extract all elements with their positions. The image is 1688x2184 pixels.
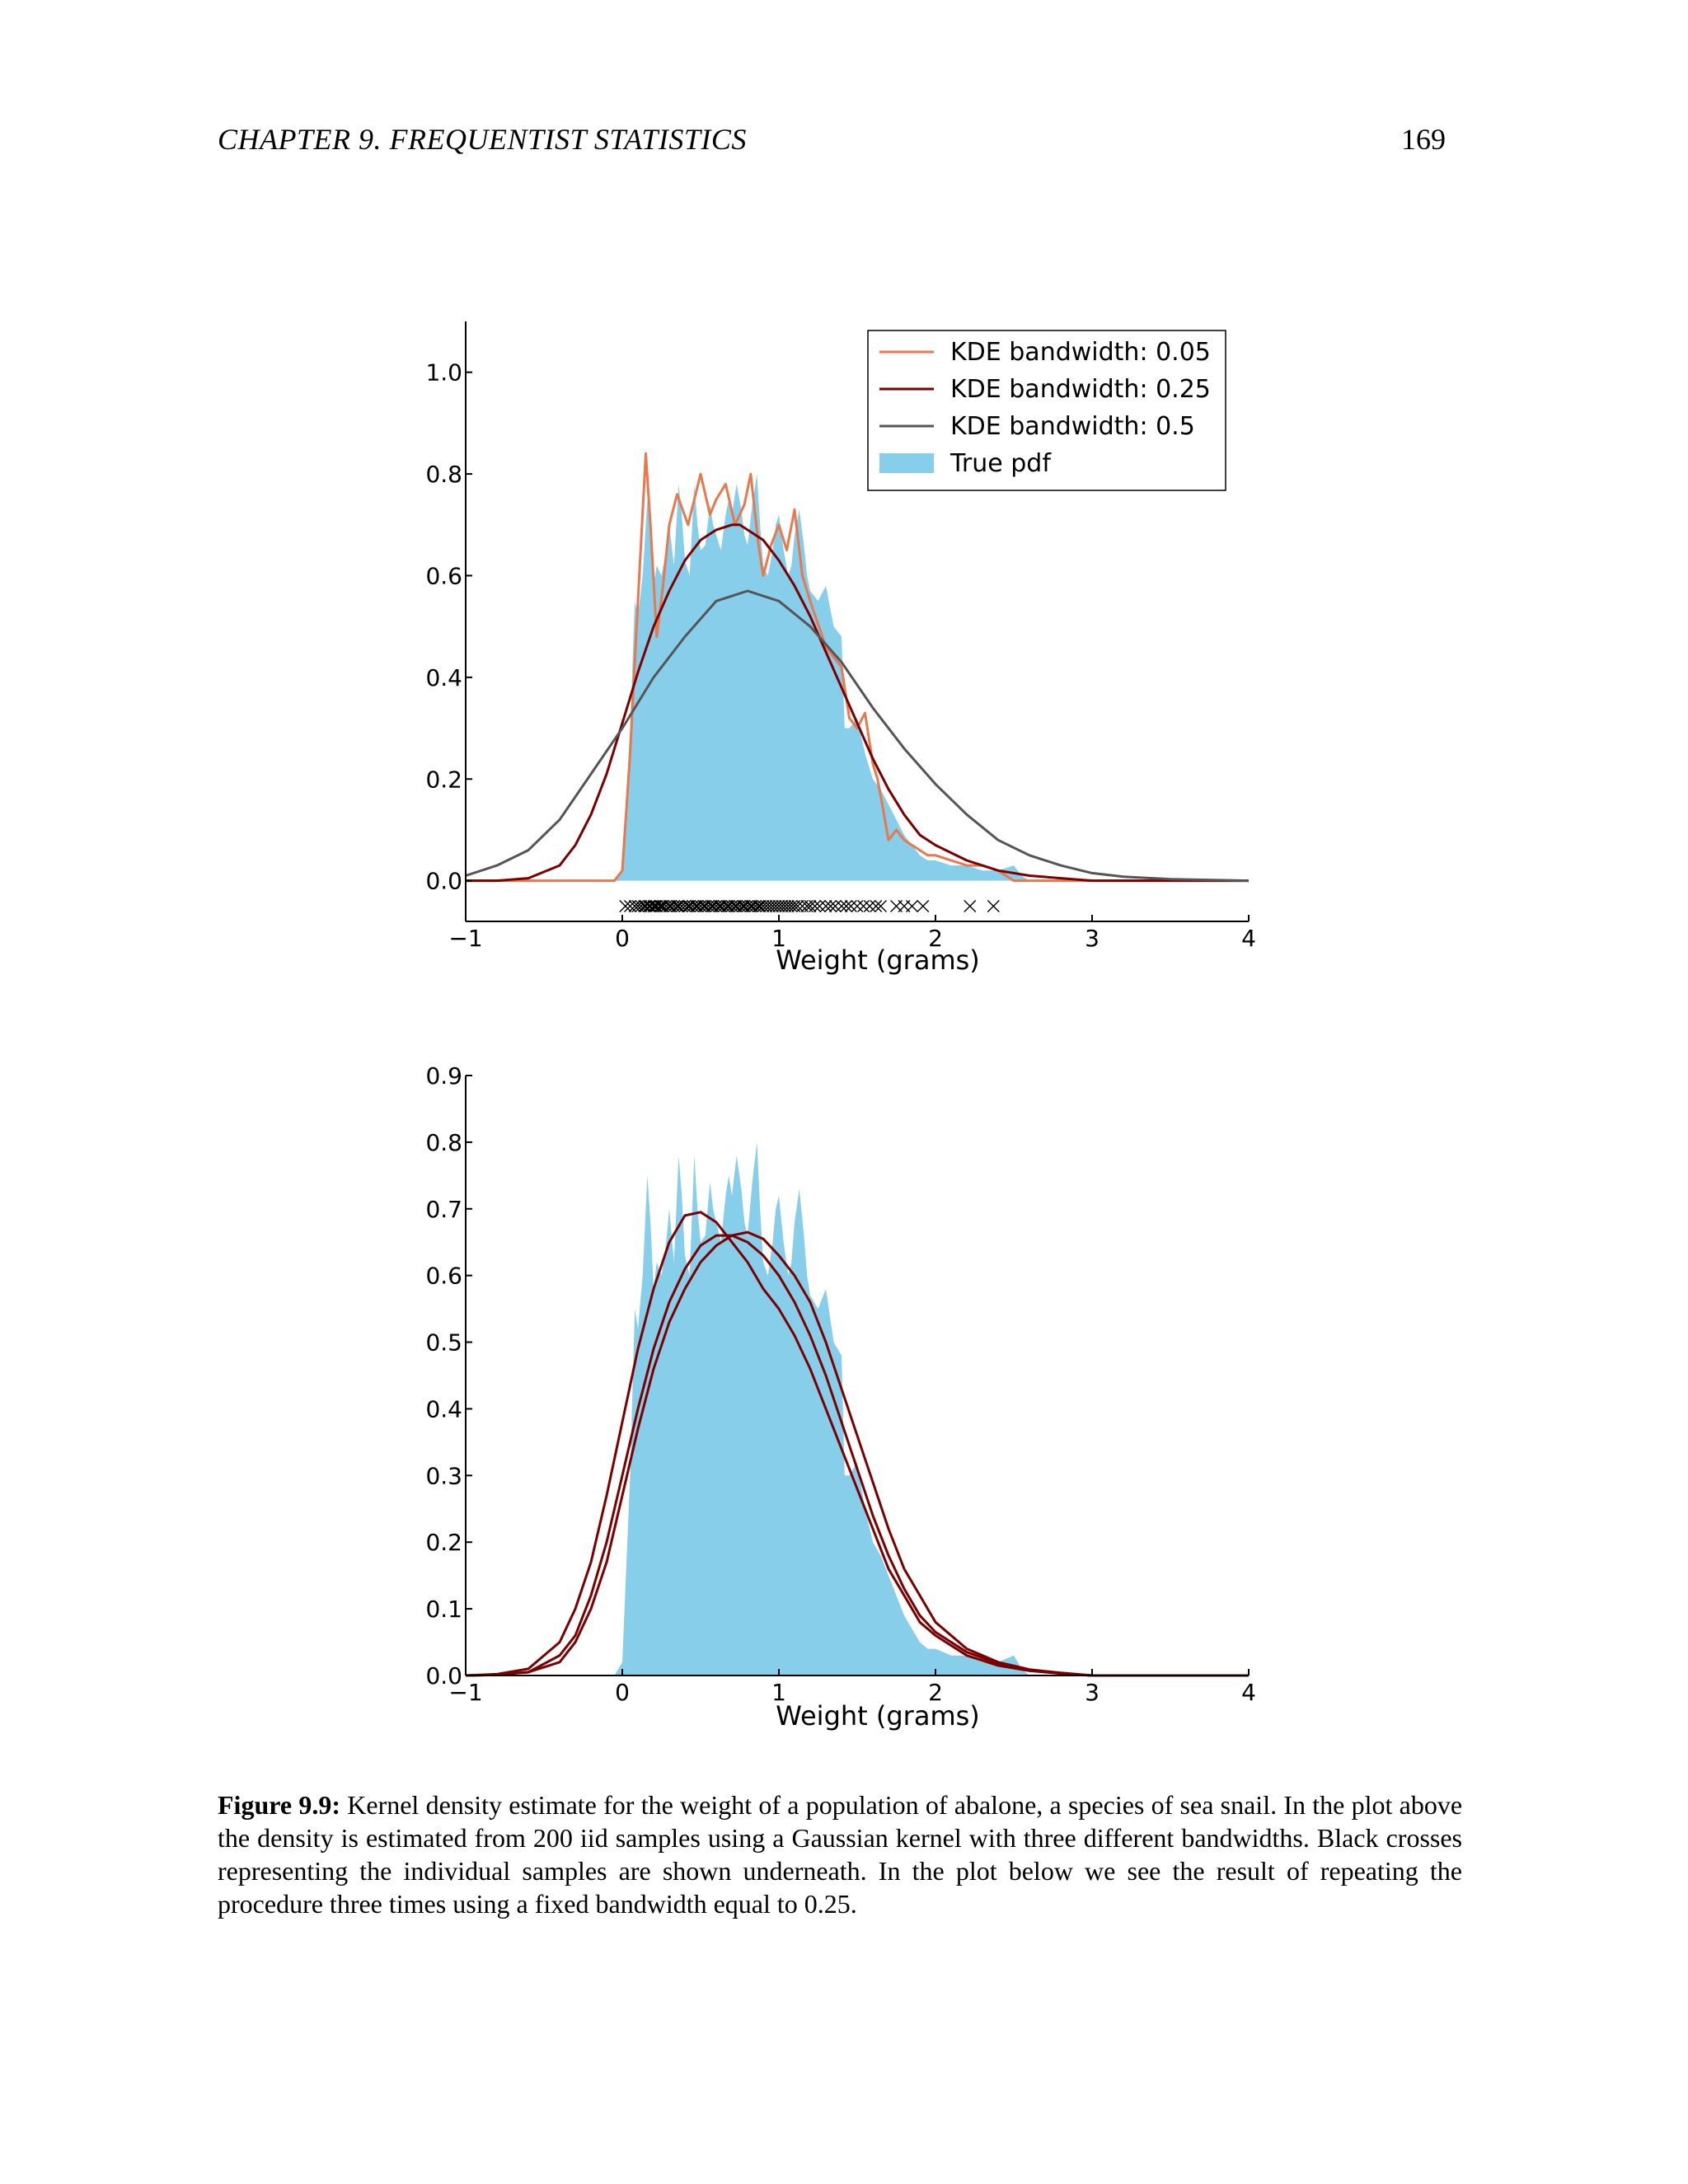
sample-cross [763, 899, 776, 912]
y-tick-label: 0.0 [425, 1662, 462, 1690]
sample-cross [840, 899, 853, 912]
sample-cross [835, 899, 848, 912]
legend-entry: KDE bandwidth: 0.25 [950, 375, 1211, 404]
sample-cross [672, 899, 685, 912]
y-tick-label: 0.3 [425, 1462, 462, 1489]
sample-cross [857, 899, 870, 912]
legend-area-swatch [879, 453, 934, 473]
sample-cross [917, 899, 930, 912]
kde-line-run-1 [465, 1211, 1249, 1677]
y-tick-label: 0.6 [425, 562, 462, 589]
y-tick-label: 0.4 [425, 664, 462, 691]
page-number: 169 [1401, 123, 1446, 156]
true-pdf-area [614, 1141, 1029, 1675]
sample-cross [964, 899, 977, 912]
sample-cross [776, 899, 789, 912]
sample-cross [644, 899, 657, 912]
y-tick-label: 0.2 [425, 766, 462, 793]
kde-plot-bottom: −1 0 1 2 3 4 0.0 0.1 0.2 0.3 0.4 0.5 0.6 0.7 0.8 0.9 Wei… [425, 1062, 1255, 1732]
sample-cross [819, 899, 832, 912]
kde-line-run-3 [465, 1230, 1249, 1677]
x-tick-label: 4 [1241, 925, 1256, 952]
x-tick-label: 4 [1241, 1679, 1256, 1706]
x-tick-label: 3 [1085, 1679, 1100, 1706]
legend-entry: True pdf [950, 449, 1052, 478]
y-tick-label: 0.6 [425, 1263, 462, 1290]
sample-cross [828, 899, 842, 912]
sample-cross [987, 899, 1000, 912]
sample-cross [906, 899, 918, 912]
y-tick-label: 1.0 [425, 359, 462, 387]
sample-cross [753, 899, 767, 912]
y-tick-label: 0.9 [425, 1062, 462, 1090]
caption-label: Figure 9.9: [218, 1790, 340, 1820]
x-tick-label: −1 [448, 925, 482, 952]
sample-cross [766, 899, 779, 912]
sample-cross [809, 899, 822, 912]
running-head: CHAPTER 9. FREQUENTIST STATISTICS 169 [218, 122, 1446, 163]
sample-cross [772, 899, 785, 912]
sample-cross [650, 899, 663, 912]
x-tick-label: 0 [615, 925, 630, 952]
sample-cross [638, 899, 651, 912]
x-tick-label: 2 [928, 925, 943, 952]
sample-cross [813, 899, 826, 912]
sample-cross [804, 899, 817, 912]
sample-cross [628, 899, 641, 912]
x-tick-label: 2 [928, 1679, 943, 1706]
x-tick-label: 1 [771, 1679, 786, 1706]
sample-cross [654, 899, 667, 912]
sample-cross [844, 899, 857, 912]
sample-cross [779, 899, 792, 912]
x-tick-label: 3 [1085, 925, 1100, 952]
sample-cross [619, 899, 632, 912]
sample-cross [870, 899, 883, 912]
y-tick-label: 0.4 [425, 1395, 462, 1422]
sample-cross [760, 899, 773, 912]
kde-plot-top: −1 0 1 2 3 4 0.0 0.2 0.4 0.6 0.8 1.0 Weight (grams) K… [425, 321, 1256, 976]
sample-cross [874, 899, 887, 912]
y-tick-label: 0.8 [425, 1129, 462, 1156]
true-pdf-area [614, 474, 1029, 881]
y-tick-label: 0.2 [425, 1529, 462, 1556]
x-tick-label: −1 [448, 1679, 482, 1706]
chapter-title: CHAPTER 9. FREQUENTIST STATISTICS [218, 123, 747, 156]
sample-cross [863, 899, 876, 912]
kde-line-bw-025 [466, 523, 1249, 883]
y-tick-label: 0.7 [425, 1196, 462, 1223]
sample-cross [781, 899, 795, 912]
legend-entry: KDE bandwidth: 0.05 [950, 338, 1211, 367]
sample-cross [769, 899, 782, 912]
x-axis-title: Weight (grams) [776, 1700, 980, 1732]
x-tick-label: 1 [771, 925, 786, 952]
sample-cross [851, 899, 864, 912]
sample-cross [791, 899, 804, 912]
y-tick-label: 0.0 [425, 868, 462, 895]
sample-cross [785, 899, 798, 912]
x-axis-title: Weight (grams) [776, 944, 980, 976]
y-tick-label: 0.5 [425, 1329, 462, 1357]
x-tick-label: 0 [615, 1679, 630, 1706]
sample-cross [824, 899, 837, 912]
legend-entry: KDE bandwidth: 0.5 [950, 412, 1195, 441]
caption-text: Kernel density estimate for the weight o… [218, 1790, 1463, 1919]
y-tick-label: 0.8 [425, 461, 462, 488]
kde-line-bw-005 [466, 452, 1249, 883]
sample-cross [757, 899, 770, 912]
figure-caption: Figure 9.9: Kernel density estimate for … [218, 1788, 1462, 1920]
kde-line-bw-05 [465, 589, 1250, 883]
kde-line-run-2 [465, 1234, 1249, 1677]
y-tick-label: 0.1 [425, 1596, 462, 1623]
